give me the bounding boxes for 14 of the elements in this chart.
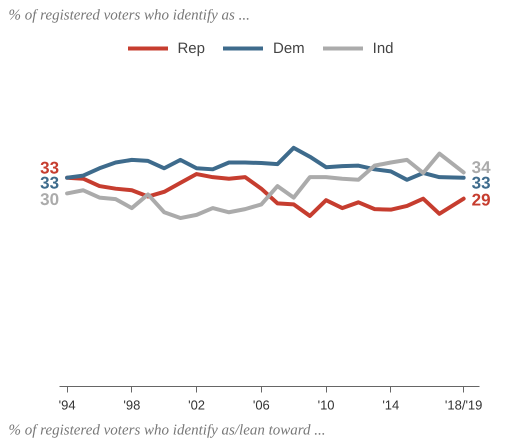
x-tick-label: '10 — [318, 398, 335, 412]
text: % of registered voters who identify as/lean toward ... — [8, 422, 326, 438]
legend-label: Rep — [177, 40, 205, 56]
x-tick-label: '98 — [123, 398, 140, 412]
legend-label: Dem — [273, 40, 305, 56]
legend-label: Ind — [372, 40, 394, 56]
x-tick-label: '18/'19 — [444, 398, 482, 412]
x-tick-label: '94 — [58, 398, 76, 412]
chart-title: % of registered voters who identify as ... — [8, 8, 250, 24]
x-tick-label: '02 — [188, 398, 206, 412]
data-label: 29 — [472, 190, 491, 210]
x-tick-label: '06 — [252, 398, 270, 412]
data-label: 30 — [40, 190, 60, 209]
x-tick-label: '14 — [382, 398, 400, 412]
